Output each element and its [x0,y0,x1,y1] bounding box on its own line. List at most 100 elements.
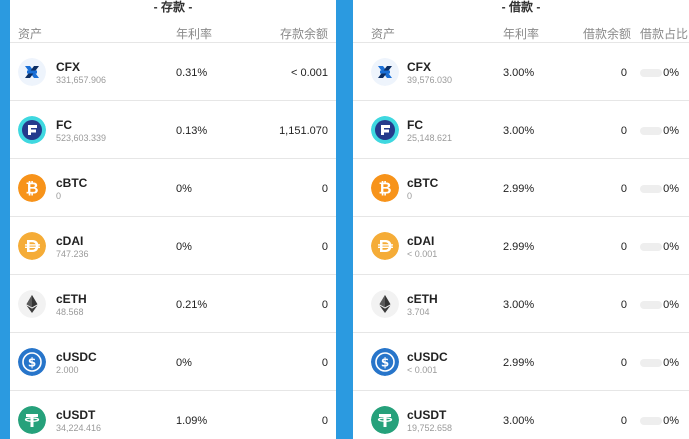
deposit-title: - 存款 - [153,0,193,14]
tether-icon [18,406,46,434]
deposit-balance: 1,151.070 [279,125,328,137]
deposit-row-ceth[interactable]: cETH 48.568 0.21% 0 [10,275,336,333]
borrow-share-bar [640,417,662,425]
borrow-header-share: 借款占比 [640,27,689,41]
cfx-icon [18,58,46,86]
ethereum-icon [371,290,399,318]
borrow-row-ceth[interactable]: cETH 3.704 3.00% 0 0% [353,275,689,333]
bitcoin-icon: ₿ [371,174,399,202]
asset-amount: 2.000 [56,365,79,375]
deposit-row-cusdc[interactable]: $ cUSDC 2.000 0% 0 [10,333,336,391]
asset-amount: 747.236 [56,249,89,259]
asset-amount: < 0.001 [407,249,438,259]
borrow-balance: 0 [620,67,627,79]
borrow-share-value: 0% [663,357,679,369]
deposit-row-fc[interactable]: FC 523,603.339 0.13% 1,151.070 [10,101,336,159]
tether-icon [371,406,399,434]
svg-text:$: $ [28,356,36,370]
deposit-row-cusdt[interactable]: cUSDT 34,224.416 1.09% 0 [10,391,336,439]
asset-amount: 25,148.621 [407,133,453,143]
borrow-row-cusdc[interactable]: $ cUSDC < 0.001 2.99% 0 0% [353,333,689,391]
fc-icon [371,116,399,144]
borrow-rate: 3.00% [503,67,535,79]
deposit-balance: < 0.001 [290,67,328,79]
borrow-share-bar [640,243,662,251]
deposit-balance: 0 [321,183,328,195]
deposit-table-header: 资产 年利率 存款余额 [10,14,336,43]
borrow-share-bar [640,185,662,193]
asset-symbol: cUSDT [407,408,447,422]
deposit-rows: CFX 331,657.906 0.31% < 0.001 FC 523,603.339 0… [10,43,336,439]
borrow-share-value: 0% [663,125,679,137]
borrow-panel: - 借款 - 资产 年利率 借款余额 借款占比 CFX 39,576.030 3.0… [353,0,689,439]
asset-symbol: cDAI [56,234,84,248]
usdc-icon: $ [371,348,399,376]
borrow-share-bar [640,69,662,77]
deposit-balance: 0 [321,241,328,253]
deposit-balance: 0 [321,357,328,369]
usdc-icon: $ [18,348,46,376]
deposit-header-balance: 存款余额 [279,27,328,41]
dai-icon [371,232,399,260]
borrow-title: - 借款 - [501,0,541,14]
borrow-rate: 2.99% [503,357,535,369]
borrow-rate: 3.00% [503,125,535,137]
borrow-balance: 0 [620,415,627,427]
asset-symbol: cETH [56,292,87,306]
borrow-share-value: 0% [663,67,679,79]
svg-text:₿: ₿ [378,179,391,198]
borrow-row-cbtc[interactable]: ₿ cBTC 0 2.99% 0 0% [353,159,689,217]
borrow-balance: 0 [620,357,627,369]
ethereum-icon [18,290,46,318]
asset-amount: 34,224.416 [56,423,102,433]
borrow-table-header: 资产 年利率 借款余额 借款占比 [353,14,689,43]
asset-symbol: FC [56,118,72,132]
deposit-panel: - 存款 - 资产 年利率 存款余额 CFX 331,657.906 0.31% < … [10,0,336,439]
borrow-rate: 2.99% [503,183,535,195]
deposit-balance: 0 [321,415,328,427]
asset-amount: < 0.001 [407,365,438,375]
deposit-rate: 0.31% [176,67,208,79]
borrow-header-rate: 年利率 [503,27,540,41]
cfx-icon [371,58,399,86]
borrow-row-cdai[interactable]: cDAI < 0.001 2.99% 0 0% [353,217,689,275]
deposit-row-cdai[interactable]: cDAI 747.236 0% 0 [10,217,336,275]
asset-symbol: CFX [407,60,431,74]
asset-amount: 0 [407,191,413,201]
asset-symbol: cDAI [407,234,435,248]
asset-amount: 48.568 [56,307,84,317]
deposit-header-asset: 资产 [18,27,43,41]
asset-symbol: CFX [56,60,80,74]
borrow-rate: 3.00% [503,415,535,427]
borrow-header-asset: 资产 [371,27,396,41]
deposit-rate: 0.13% [176,125,208,137]
borrow-balance: 0 [620,125,627,137]
borrow-balance: 0 [620,183,627,195]
asset-amount: 331,657.906 [56,75,107,85]
asset-amount: 0 [56,191,62,201]
borrow-share-value: 0% [663,183,679,195]
asset-symbol: cUSDC [56,350,97,364]
borrow-share-bar [640,127,662,135]
bitcoin-icon: ₿ [18,174,46,202]
borrow-rate: 3.00% [503,299,535,311]
deposit-rate: 1.09% [176,415,208,427]
deposit-header-rate: 年利率 [176,27,213,41]
asset-symbol: FC [407,118,423,132]
asset-amount: 39,576.030 [407,75,453,85]
deposit-row-cfx[interactable]: CFX 331,657.906 0.31% < 0.001 [10,43,336,101]
deposit-rate: 0.21% [176,299,208,311]
deposit-balance: 0 [321,299,328,311]
asset-symbol: cETH [407,292,438,306]
borrow-row-fc[interactable]: FC 25,148.621 3.00% 0 0% [353,101,689,159]
asset-symbol: cUSDT [56,408,96,422]
deposit-rate: 0% [176,357,192,369]
borrow-row-cfx[interactable]: CFX 39,576.030 3.00% 0 0% [353,43,689,101]
asset-amount: 3.704 [407,307,430,317]
svg-text:₿: ₿ [25,179,38,198]
deposit-rate: 0% [176,241,192,253]
borrow-share-bar [640,301,662,309]
borrow-rate: 2.99% [503,241,535,253]
deposit-row-cbtc[interactable]: ₿ cBTC 0 0% 0 [10,159,336,217]
borrow-row-cusdt[interactable]: cUSDT 19,752.658 3.00% 0 0% [353,391,689,439]
